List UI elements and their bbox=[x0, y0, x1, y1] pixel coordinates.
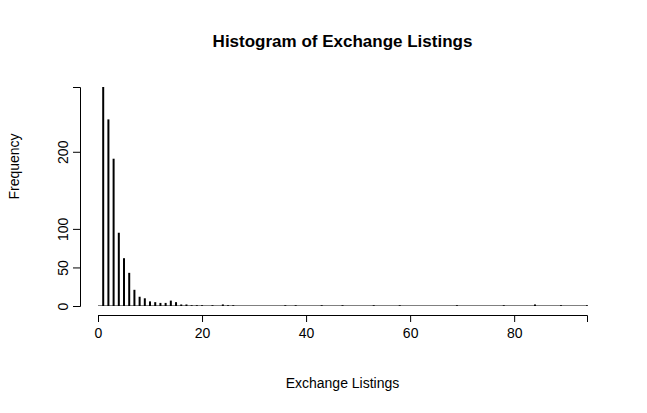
y-tick-label: 200 bbox=[55, 140, 71, 164]
x-tick: 20 bbox=[195, 315, 211, 341]
y-tick: 200 bbox=[55, 140, 80, 164]
bar bbox=[113, 159, 115, 306]
y-axis-line bbox=[73, 88, 81, 307]
y-tick: 0 bbox=[55, 302, 80, 310]
x-tick-label: 40 bbox=[299, 325, 315, 341]
x-axis: 0 20 40 60 80 bbox=[95, 315, 588, 341]
bar bbox=[149, 301, 151, 306]
x-tick-label: 80 bbox=[507, 325, 523, 341]
bar bbox=[185, 304, 187, 306]
bar bbox=[139, 297, 141, 306]
chart: Histogram of Exchange Listings Exchange L… bbox=[0, 0, 647, 413]
bar bbox=[201, 304, 203, 306]
bar bbox=[128, 273, 130, 306]
x-tick: 0 bbox=[95, 315, 103, 341]
x-tick: 80 bbox=[507, 315, 523, 341]
bar bbox=[295, 304, 297, 306]
bar bbox=[586, 304, 588, 306]
bar bbox=[211, 304, 213, 306]
x-tick-mark bbox=[202, 315, 203, 322]
bar bbox=[170, 301, 172, 306]
bar bbox=[154, 302, 156, 306]
bar bbox=[373, 304, 375, 306]
y-tick-mark bbox=[73, 152, 80, 153]
bar bbox=[222, 304, 224, 306]
bar bbox=[107, 119, 109, 306]
y-tick: 50 bbox=[55, 260, 80, 276]
x-tick-mark bbox=[306, 315, 307, 322]
bar bbox=[196, 304, 198, 306]
bar bbox=[232, 304, 234, 306]
bar bbox=[159, 303, 161, 306]
bar bbox=[503, 304, 505, 306]
bar bbox=[165, 303, 167, 306]
x-tick-mark bbox=[514, 315, 515, 322]
bars bbox=[98, 87, 587, 306]
bar bbox=[175, 302, 177, 306]
bar bbox=[342, 304, 344, 306]
y-tick-mark bbox=[73, 306, 80, 307]
y-tick: 100 bbox=[55, 217, 80, 241]
y-tick-label: 50 bbox=[55, 260, 71, 276]
x-tick-label: 60 bbox=[403, 325, 419, 341]
x-tick-label: 0 bbox=[95, 325, 103, 341]
bar bbox=[227, 304, 229, 306]
y-tick-label: 100 bbox=[55, 217, 71, 241]
bar bbox=[144, 298, 146, 306]
y-axis: 0 50 100 200 bbox=[55, 88, 81, 311]
y-tick-label: 0 bbox=[55, 302, 71, 310]
bar bbox=[560, 304, 562, 306]
bar bbox=[123, 258, 125, 306]
x-tick-label: 20 bbox=[195, 325, 211, 341]
x-axis-line bbox=[99, 316, 588, 323]
x-tick-mark bbox=[98, 315, 99, 322]
bar bbox=[284, 304, 286, 306]
bar bbox=[399, 304, 401, 306]
x-axis-title: Exchange Listings bbox=[286, 375, 400, 391]
bar bbox=[118, 233, 120, 306]
x-tick: 40 bbox=[299, 315, 315, 341]
title: Histogram of Exchange Listings bbox=[213, 32, 473, 51]
bar bbox=[321, 304, 323, 306]
y-axis-title: Frequency bbox=[6, 133, 22, 199]
x-tick-mark bbox=[410, 315, 411, 322]
y-tick-mark bbox=[73, 229, 80, 230]
y-tick-mark bbox=[73, 267, 80, 268]
x-tick: 60 bbox=[403, 315, 419, 341]
bar bbox=[180, 304, 182, 306]
bar bbox=[191, 304, 193, 306]
bar bbox=[534, 304, 536, 306]
bar bbox=[133, 290, 135, 306]
bar bbox=[456, 304, 458, 306]
bar bbox=[102, 87, 104, 306]
